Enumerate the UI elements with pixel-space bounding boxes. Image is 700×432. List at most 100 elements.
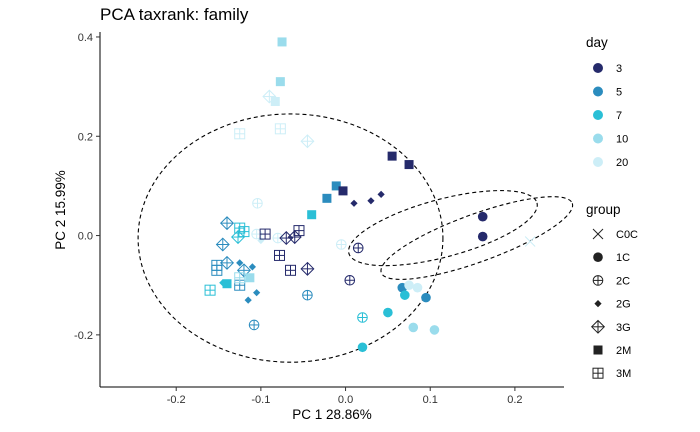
data-point bbox=[357, 342, 368, 353]
data-point bbox=[245, 273, 255, 283]
data-point bbox=[222, 279, 232, 289]
data-point bbox=[524, 236, 536, 247]
data-point bbox=[275, 77, 285, 87]
legend-day-key bbox=[593, 86, 603, 97]
legend-group-label: 2M bbox=[616, 345, 631, 357]
legend-day-label: 5 bbox=[616, 87, 622, 99]
legend-group-key bbox=[590, 319, 606, 334]
legend-group-label: 1C bbox=[616, 252, 630, 264]
data-point bbox=[236, 259, 244, 267]
legend-day-key bbox=[593, 133, 603, 144]
data-point bbox=[429, 325, 440, 335]
legend-group-key bbox=[593, 345, 603, 355]
data-point bbox=[477, 211, 488, 222]
legend-group-label: 2C bbox=[616, 275, 630, 287]
data-point bbox=[248, 319, 260, 331]
x-axis-title: PC 1 28.86% bbox=[292, 407, 372, 422]
confidence-ellipse-3 bbox=[380, 196, 574, 280]
legend-group: group C0C 1C 2C 2G 3G 2M 3M bbox=[586, 202, 638, 380]
data-point bbox=[253, 289, 261, 297]
data-point bbox=[404, 280, 414, 291]
confidence-ellipse-1 bbox=[137, 113, 444, 363]
legend-group-label: 3G bbox=[616, 322, 631, 334]
legend-group-key bbox=[592, 228, 604, 240]
data-point bbox=[367, 197, 375, 205]
x-axis-ticks: -0.2 -0.1 0.0 0.1 0.2 bbox=[167, 387, 523, 406]
data-point bbox=[252, 197, 263, 209]
data-points bbox=[204, 37, 536, 353]
data-point bbox=[350, 199, 358, 207]
data-point bbox=[204, 284, 216, 296]
x-tick-label: -0.1 bbox=[251, 394, 270, 406]
data-point bbox=[383, 307, 393, 318]
data-point bbox=[377, 190, 385, 198]
data-point bbox=[234, 128, 246, 140]
legend-day-label: 7 bbox=[616, 110, 622, 122]
data-point bbox=[387, 151, 397, 161]
y-tick-label: 0.2 bbox=[78, 131, 93, 143]
legend-day-key bbox=[593, 63, 603, 73]
chart-title: PCA taxrank: family bbox=[100, 5, 249, 24]
data-point bbox=[408, 322, 419, 333]
legend-day-title: day bbox=[586, 35, 608, 50]
data-point bbox=[307, 210, 317, 220]
legend-group-label: 2G bbox=[616, 299, 631, 311]
legend-day-key bbox=[593, 157, 603, 167]
data-point bbox=[331, 181, 341, 191]
data-point bbox=[211, 264, 223, 276]
data-point bbox=[412, 282, 423, 293]
x-tick-label: -0.2 bbox=[167, 394, 186, 406]
data-point bbox=[285, 264, 297, 276]
data-point bbox=[277, 37, 287, 47]
x-tick-label: 0.1 bbox=[423, 394, 438, 406]
data-point bbox=[231, 230, 246, 245]
legend-group-label: C0C bbox=[616, 229, 638, 241]
data-point bbox=[215, 237, 230, 252]
legend-day-label: 10 bbox=[616, 134, 628, 146]
data-point bbox=[257, 236, 265, 245]
data-point bbox=[300, 261, 315, 276]
y-tick-label: -0.2 bbox=[74, 330, 93, 342]
data-point bbox=[421, 292, 431, 303]
data-point bbox=[293, 225, 305, 237]
data-point bbox=[338, 186, 348, 196]
data-point bbox=[234, 272, 246, 284]
data-point bbox=[220, 216, 235, 231]
legend-day-label: 3 bbox=[616, 63, 622, 75]
data-point bbox=[400, 290, 410, 300]
data-point bbox=[352, 242, 364, 254]
data-point bbox=[477, 231, 488, 242]
data-point bbox=[279, 231, 294, 246]
legend-day-key bbox=[593, 110, 603, 120]
y-tick-label: 0.0 bbox=[78, 231, 93, 243]
legend-day: day 3 5 7 10 20 bbox=[586, 35, 628, 169]
data-point bbox=[248, 263, 257, 271]
data-point bbox=[259, 228, 271, 240]
legend-group-key bbox=[592, 275, 604, 286]
data-point bbox=[302, 289, 313, 301]
data-point bbox=[236, 263, 251, 278]
legend-group-label: 3M bbox=[616, 368, 631, 380]
data-point bbox=[274, 249, 286, 261]
confidence-ellipses bbox=[137, 113, 574, 363]
confidence-ellipse-2 bbox=[348, 190, 538, 267]
y-tick-label: 0.4 bbox=[78, 32, 93, 44]
legend-group-key bbox=[593, 252, 603, 262]
data-point bbox=[220, 255, 235, 270]
data-point bbox=[344, 274, 356, 286]
data-point bbox=[404, 160, 414, 170]
legend-group-title: group bbox=[586, 202, 621, 217]
data-point bbox=[300, 134, 315, 149]
legend-day-label: 20 bbox=[616, 157, 628, 169]
data-point bbox=[322, 193, 332, 203]
data-point bbox=[336, 239, 347, 250]
y-axis-ticks: -0.2 0.0 0.2 0.4 bbox=[74, 32, 100, 342]
data-point bbox=[274, 123, 286, 135]
x-tick-label: 0.0 bbox=[338, 394, 353, 406]
legend-group-key bbox=[592, 367, 604, 379]
x-tick-label: 0.2 bbox=[507, 394, 522, 406]
legend-group-key bbox=[594, 300, 602, 308]
data-point bbox=[262, 89, 277, 104]
y-axis-title: PC 2 15.99% bbox=[53, 170, 68, 250]
